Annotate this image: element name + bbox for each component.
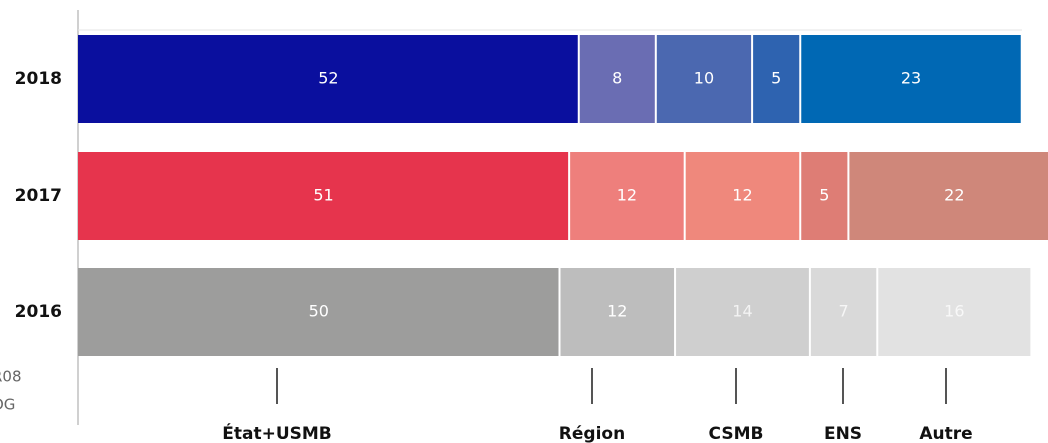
bar-segment [560, 268, 675, 356]
bar-segment [78, 35, 578, 123]
bar-segment [676, 268, 809, 356]
bar-segment [753, 35, 800, 123]
bar-segment [810, 268, 877, 356]
y-tick-label: 2018 [15, 69, 62, 89]
value-label: 23 [901, 69, 921, 88]
value-label: 12 [607, 302, 627, 321]
bar-segment [656, 35, 752, 123]
y-tick-label: 2017 [15, 186, 62, 206]
value-label: 16 [944, 302, 964, 321]
legend-label: CSMB [709, 424, 764, 443]
legend-label: Autre [919, 424, 972, 443]
bar-segment [579, 35, 655, 123]
value-label: 22 [944, 186, 964, 205]
legend-label: Région [559, 424, 625, 443]
value-label: 7 [838, 302, 848, 321]
value-label: 12 [732, 186, 752, 205]
value-label: 14 [732, 302, 752, 321]
bar-segment [570, 152, 684, 240]
bar-segment [78, 152, 569, 240]
value-label: 52 [318, 69, 338, 88]
bar-segment [685, 152, 800, 240]
value-label: 12 [617, 186, 637, 205]
bar-segment [78, 268, 559, 356]
legend-label: État+USMB [222, 422, 332, 443]
bar-segment [849, 152, 1048, 240]
bar-segment [801, 152, 848, 240]
bar-segment [878, 268, 1031, 356]
value-label: 50 [309, 302, 329, 321]
value-label: 51 [313, 186, 333, 205]
side-text: R08 [0, 368, 22, 386]
bar-segment [801, 35, 1021, 123]
value-label: 5 [819, 186, 829, 205]
side-text: OG [0, 396, 15, 414]
value-label: 8 [612, 69, 622, 88]
value-label: 10 [694, 69, 714, 88]
value-label: 5 [771, 69, 781, 88]
y-tick-label: 2016 [15, 302, 62, 322]
legend-label: ENS [824, 424, 862, 443]
